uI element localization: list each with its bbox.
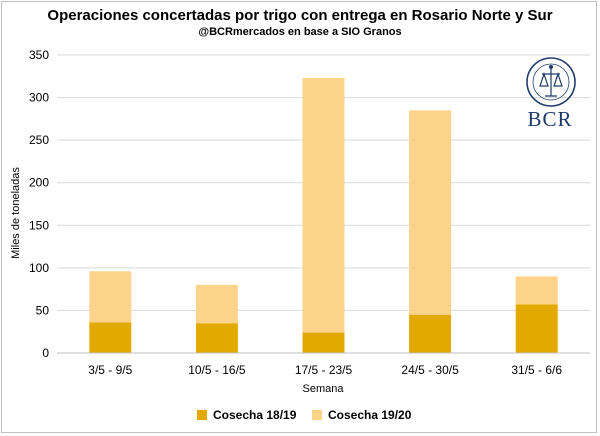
legend-item-1920: Cosecha 19/20 <box>312 408 411 422</box>
legend-swatch-1920 <box>312 410 322 420</box>
bar-cosecha-1920-2 <box>302 77 345 333</box>
logo-text: BCR <box>527 107 573 131</box>
y-axis-label: Miles de toneladas <box>10 167 22 259</box>
bar-cosecha-1920-3 <box>409 110 452 315</box>
legend-item-1819: Cosecha 18/19 <box>197 408 296 422</box>
chart-title: Operaciones concertadas por trigo con en… <box>47 7 553 24</box>
y-tick-label-1: 50 <box>36 303 50 317</box>
bar-cosecha-1819-4 <box>515 304 558 353</box>
y-tick-label-4: 200 <box>29 176 49 190</box>
bar-cosecha-1819-2 <box>302 332 345 353</box>
y-tick-label-2: 100 <box>29 261 49 275</box>
y-tick-label-3: 150 <box>29 218 49 232</box>
bcr-seal-icon <box>526 57 576 107</box>
bar-cosecha-1920-0 <box>89 271 132 323</box>
bar-cosecha-1920-1 <box>195 284 238 324</box>
bar-cosecha-1819-0 <box>89 322 132 353</box>
y-tick-label-6: 300 <box>29 91 49 105</box>
legend-label-1819: Cosecha 18/19 <box>213 408 297 422</box>
x-tick-label-1: 10/5 - 16/5 <box>188 363 246 377</box>
y-tick-label-7: 350 <box>29 48 49 62</box>
chart-legend: Cosecha 18/19 Cosecha 19/20 <box>0 408 600 428</box>
y-tick-label-0: 0 <box>42 346 49 360</box>
x-tick-label-3: 24/5 - 30/5 <box>401 363 459 377</box>
legend-swatch-1819 <box>197 410 207 420</box>
legend-label-1920: Cosecha 19/20 <box>328 408 412 422</box>
x-tick-label-0: 3/5 - 9/5 <box>88 363 132 377</box>
x-axis-label: Semana <box>303 383 345 395</box>
y-tick-label-5: 250 <box>29 133 49 147</box>
x-tick-label-4: 31/5 - 6/6 <box>511 363 562 377</box>
chart-subtitle: @BCRmercados en base a SIO Granos <box>198 26 402 38</box>
x-tick-label-2: 17/5 - 23/5 <box>295 363 353 377</box>
bar-cosecha-1819-3 <box>409 314 452 353</box>
bar-cosecha-1920-4 <box>515 276 558 305</box>
bar-cosecha-1819-1 <box>195 323 238 353</box>
